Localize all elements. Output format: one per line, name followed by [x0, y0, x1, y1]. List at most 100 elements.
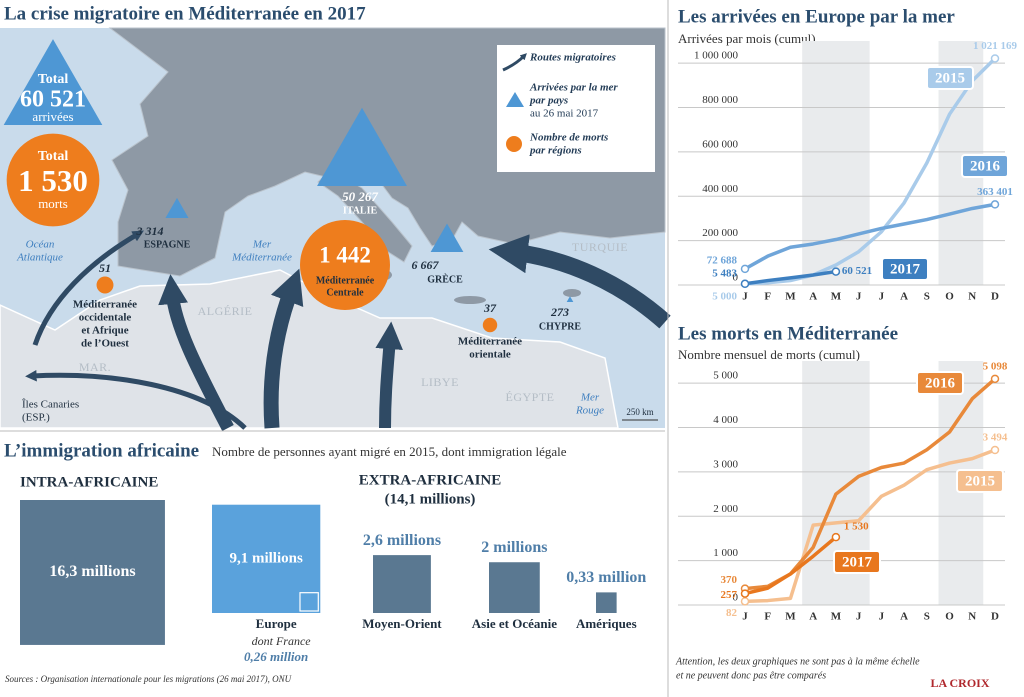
- route-arrow: [158, 274, 234, 432]
- chart-title: Les arrivées en Europe par la mer: [678, 6, 955, 27]
- y-tick-label: 200 000: [702, 227, 738, 239]
- arrival-triangle: [430, 223, 464, 252]
- route-arrow: [375, 321, 403, 429]
- legend-arrow: [502, 53, 527, 72]
- data-point: [990, 54, 1000, 63]
- x-tick-label: F: [764, 291, 771, 303]
- arrival-value: 50 267: [342, 189, 378, 204]
- y-tick-label: 0: [733, 272, 739, 284]
- destination-value: 9,1 millions: [229, 550, 303, 566]
- x-tick-label: A: [900, 611, 908, 623]
- legend-deaths: par régions: [529, 145, 582, 157]
- legend-badge: [916, 371, 964, 395]
- death-value: 37: [483, 301, 497, 315]
- data-point: [990, 200, 1000, 209]
- total-value: 60 521: [20, 87, 86, 113]
- scale-label: 250 km: [626, 407, 653, 417]
- africa-land: [0, 269, 619, 429]
- destination-square: [489, 562, 540, 613]
- data-label: 5 483: [712, 267, 737, 279]
- place-label: (ESP.): [22, 412, 50, 424]
- place-label: Mer: [252, 239, 272, 251]
- data-label: 72 688: [707, 254, 738, 266]
- chart-title: Les morts en Méditerranée: [678, 323, 898, 344]
- data-label: 363 401: [977, 186, 1013, 198]
- place-label: Océan: [26, 239, 55, 251]
- x-tick-label: S: [924, 291, 930, 303]
- arrival-value: 3 314: [136, 224, 164, 238]
- destination-name: Amériques: [576, 616, 637, 631]
- data-label: 3 494: [983, 432, 1008, 444]
- death-region: occidentale: [79, 312, 132, 324]
- extra-total: (14,1 millions): [385, 491, 476, 507]
- sources: Sources : Organisation internationale po…: [5, 674, 292, 684]
- place-label: TURQUIE: [572, 240, 628, 254]
- month-band: [802, 41, 870, 285]
- arrival-country: ITALIE: [343, 205, 378, 216]
- route-arrow: [263, 268, 304, 429]
- italy-land: [317, 169, 413, 263]
- chart-subtitle: Arrivées par mois (cumul): [678, 31, 816, 46]
- x-tick-label: M: [831, 611, 842, 623]
- note: Attention, les deux graphiques ne sont p…: [675, 656, 920, 667]
- arrival-country: ESPAGNE: [144, 239, 191, 250]
- x-tick-label: M: [785, 291, 796, 303]
- data-label: 257: [721, 589, 738, 601]
- death-region: orientale: [469, 349, 511, 361]
- series-line: [744, 269, 837, 286]
- section-subtitle: Nombre de personnes ayant migré en 2015,…: [212, 444, 567, 459]
- data-label: 60 521: [842, 265, 872, 277]
- france-name: dont France: [252, 634, 312, 648]
- x-tick-label: J: [879, 611, 885, 623]
- data-point: [831, 267, 841, 276]
- legend-label: 2015: [935, 70, 965, 86]
- destination-value: 2,6 millions: [363, 532, 441, 549]
- legend-label: 2016: [970, 158, 1001, 174]
- data-point: [740, 597, 750, 606]
- legend-arrivals: par pays: [529, 95, 568, 107]
- x-tick-label: J: [879, 291, 885, 303]
- y-tick-label: 0: [733, 592, 739, 604]
- death-circle: [300, 220, 390, 310]
- data-label: 5 098: [983, 360, 1008, 372]
- route-arrow: [488, 234, 671, 329]
- destination-square: [596, 592, 617, 613]
- death-region: Méditerranée: [458, 336, 522, 348]
- total-unit: arrivées: [32, 109, 73, 124]
- death-region: Méditerranée: [316, 275, 375, 286]
- section-title: L’immigration africaine: [4, 440, 199, 461]
- place-label: Atlantique: [16, 252, 63, 264]
- data-label: 1 021 169: [973, 40, 1018, 52]
- x-tick-label: J: [742, 291, 748, 303]
- map-title: La crise migratoire en Méditerranée en 2…: [4, 3, 366, 24]
- y-tick-label: 1 000: [713, 547, 738, 559]
- legend-badge: [961, 154, 1009, 178]
- y-tick-label: 4 000: [713, 414, 738, 426]
- france-value: 0,26 million: [244, 649, 308, 664]
- legend-label: 2017: [842, 554, 873, 570]
- x-tick-label: N: [968, 291, 976, 303]
- legend-routes: Routes migratoires: [529, 52, 616, 64]
- arrival-triangle: [3, 39, 103, 125]
- data-point: [740, 589, 750, 598]
- x-tick-label: J: [856, 611, 862, 623]
- data-point: [990, 374, 1000, 384]
- x-tick-label: J: [742, 611, 748, 623]
- destination-name: Moyen-Orient: [362, 616, 442, 631]
- arrival-value: 6 667: [412, 258, 440, 272]
- death-region: Centrale: [326, 287, 364, 298]
- legend-triangle: [506, 92, 524, 107]
- arrival-triangle: [317, 107, 407, 186]
- y-tick-label: 3 000: [713, 458, 738, 470]
- place-label: ÉGYPTE: [506, 390, 555, 404]
- series-line: [744, 57, 997, 286]
- x-tick-label: S: [924, 611, 930, 623]
- legend-label: 2016: [925, 375, 956, 391]
- x-tick-label: A: [809, 611, 817, 623]
- legend-arrivals: Arrivées par la mer: [529, 82, 618, 94]
- total-unit: morts: [38, 196, 68, 211]
- place-label: ALGÉRIE: [198, 304, 253, 318]
- series-line: [744, 448, 996, 604]
- route-arrow: [32, 230, 144, 346]
- data-point: [990, 445, 1000, 455]
